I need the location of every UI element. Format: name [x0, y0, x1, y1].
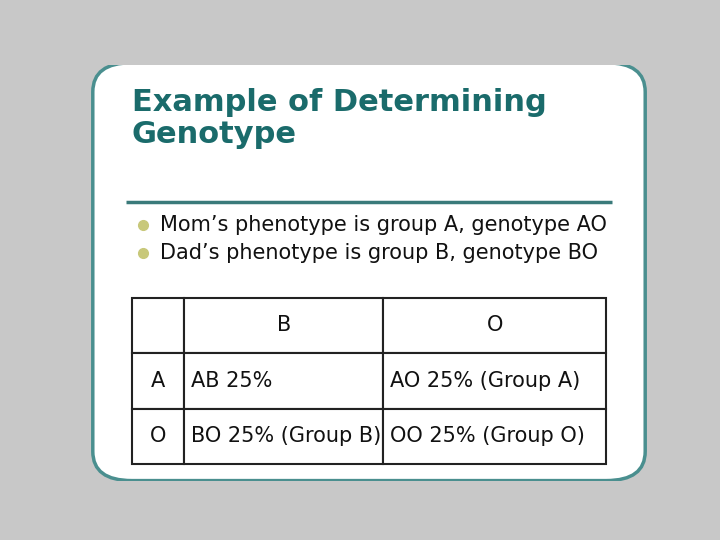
Bar [383, 298, 606, 353]
Text: B: B [276, 315, 291, 335]
Bar [184, 298, 383, 353]
Bar [184, 353, 383, 409]
Text: AB 25%: AB 25% [191, 371, 272, 391]
Text: OO 25% (Group O): OO 25% (Group O) [390, 426, 585, 446]
Text: O: O [487, 315, 503, 335]
Bar [132, 353, 184, 409]
Bar [383, 353, 606, 409]
Text: BO 25% (Group B): BO 25% (Group B) [191, 426, 381, 446]
Text: Mom’s phenotype is group A, genotype AO: Mom’s phenotype is group A, genotype AO [160, 215, 607, 235]
FancyBboxPatch shape [93, 63, 645, 481]
Text: O: O [150, 426, 166, 446]
Bar [132, 409, 184, 464]
Bar [184, 409, 383, 464]
Text: Dad’s phenotype is group B, genotype BO: Dad’s phenotype is group B, genotype BO [160, 243, 598, 263]
Text: Example of Determining
Genotype: Example of Determining Genotype [132, 87, 546, 149]
Bar [132, 298, 184, 353]
Text: AO 25% (Group A): AO 25% (Group A) [390, 371, 580, 391]
Bar [383, 409, 606, 464]
Text: A: A [150, 371, 165, 391]
